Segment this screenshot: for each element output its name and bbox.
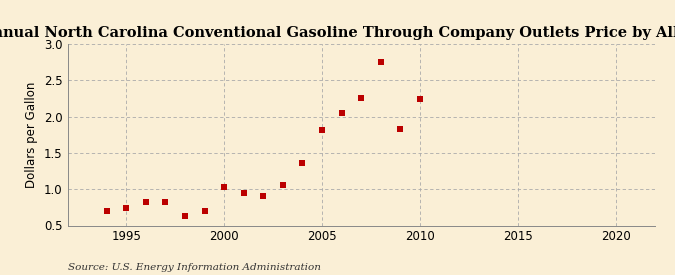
Point xyxy=(121,206,132,210)
Point xyxy=(180,214,190,218)
Point xyxy=(375,60,386,64)
Text: Source: U.S. Energy Information Administration: Source: U.S. Energy Information Administ… xyxy=(68,263,321,272)
Point xyxy=(258,194,269,199)
Point xyxy=(317,128,327,133)
Point xyxy=(238,191,249,195)
Point xyxy=(101,209,112,213)
Point xyxy=(356,96,367,101)
Point xyxy=(297,161,308,165)
Point xyxy=(219,185,230,189)
Y-axis label: Dollars per Gallon: Dollars per Gallon xyxy=(26,82,38,188)
Point xyxy=(277,183,288,187)
Point xyxy=(199,209,210,213)
Point xyxy=(395,127,406,131)
Point xyxy=(336,111,347,115)
Point xyxy=(160,200,171,205)
Title: Annual North Carolina Conventional Gasoline Through Company Outlets Price by All: Annual North Carolina Conventional Gasol… xyxy=(0,26,675,40)
Point xyxy=(140,200,151,205)
Point xyxy=(414,97,425,101)
